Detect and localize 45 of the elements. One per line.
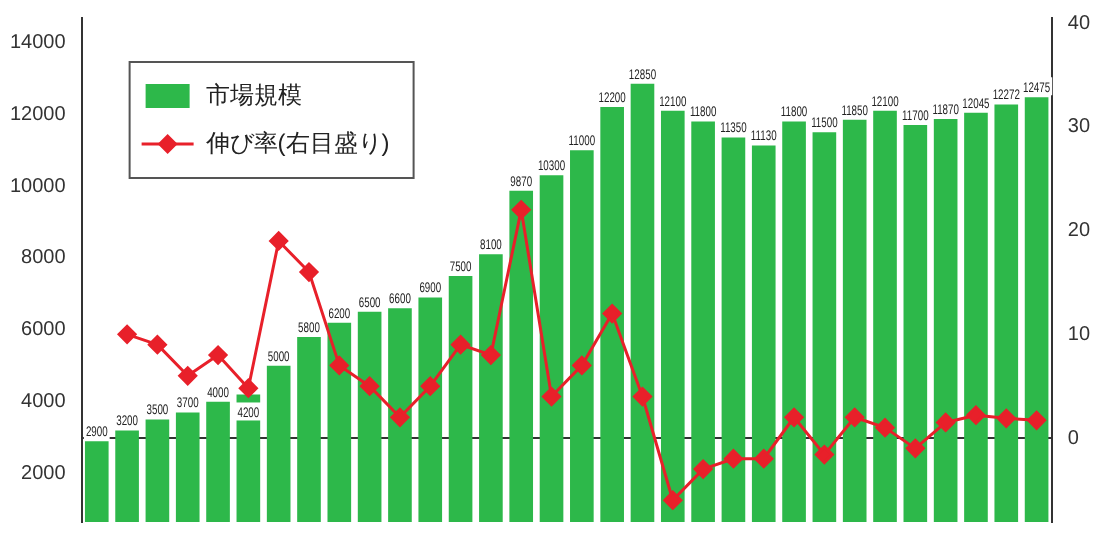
point	[269, 231, 289, 251]
point	[875, 418, 895, 438]
point	[178, 366, 198, 386]
y2-tick-label: 20	[1067, 220, 1091, 243]
point	[117, 324, 137, 344]
point	[936, 412, 956, 432]
point	[632, 387, 652, 407]
point	[299, 262, 319, 282]
point	[451, 335, 471, 355]
point	[542, 387, 562, 407]
point	[1027, 410, 1047, 430]
y-tick-label: 4000	[21, 391, 67, 414]
y-tick-label: 2000	[21, 463, 67, 485]
y-tick-label: 12000	[9, 103, 67, 126]
point	[602, 304, 622, 324]
y2-tick-label: 10	[1067, 323, 1091, 346]
legend-label: 伸び率(右目盛り)	[203, 128, 390, 157]
point	[147, 335, 167, 355]
point	[511, 200, 531, 220]
point	[814, 445, 834, 465]
point	[390, 407, 410, 427]
y2-tick-label: 40	[1067, 12, 1091, 35]
point	[572, 355, 592, 375]
y-tick-label: 8000	[21, 247, 67, 270]
point	[360, 376, 380, 396]
point	[966, 405, 986, 425]
y2-tick-label: 0	[1067, 427, 1080, 450]
point	[754, 449, 774, 469]
y-tick-label: 10000	[9, 175, 67, 198]
point	[663, 490, 683, 510]
point	[784, 407, 804, 427]
point	[481, 345, 501, 365]
point	[329, 355, 349, 375]
point	[208, 345, 228, 365]
point	[845, 407, 865, 427]
legend-label: 市場規模	[205, 80, 302, 109]
y-tick-label: 14000	[9, 31, 67, 54]
y-tick-label: 6000	[21, 319, 67, 342]
y2-tick-label: 30	[1067, 116, 1091, 139]
point	[693, 459, 713, 479]
point	[420, 376, 440, 396]
point	[996, 408, 1016, 428]
point	[238, 378, 258, 398]
point	[723, 449, 743, 469]
point	[905, 438, 925, 458]
